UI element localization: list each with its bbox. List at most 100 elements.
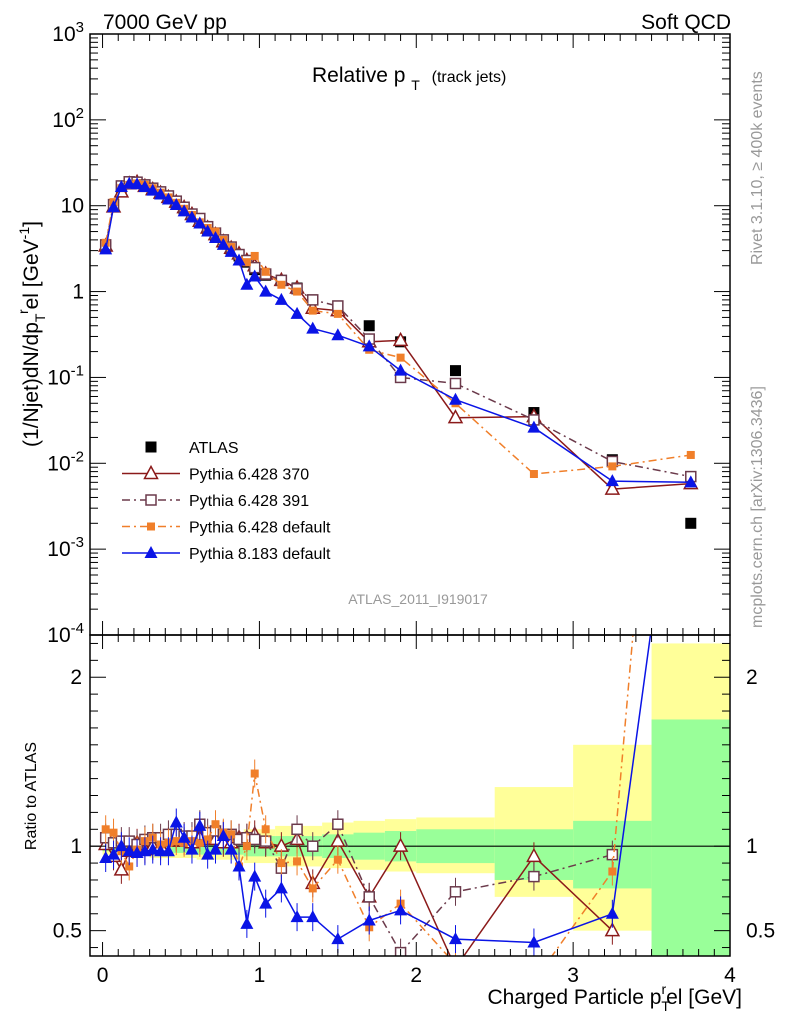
ratio-point-pythia-6-428-default [333,855,342,864]
mcplots-label: mcplots.cern.ch [arXiv:1306.3436] [749,386,766,628]
legend-marker-pythia-6-428-391 [145,494,157,506]
y-tick-label: 10-2 [47,448,84,475]
ratio-point-pythia-8-183-default [177,830,191,843]
data-point-pythia-8-183-default [154,187,168,200]
ratio-point-pythia-6-428-370 [526,847,542,863]
header-right-label: Soft QCD [641,11,731,34]
ratio-point-pythia-8-183-default [193,818,207,831]
legend: ATLAS Pythia 6.428 370 Pythia 6.428 391 Pyt… [122,440,331,563]
data-point-pythia-8-183-default [240,277,254,290]
data-point-pythia-8-183-default [161,192,175,205]
data-point-atlas [449,365,461,377]
data-point-pythia-6-428-default [277,280,286,289]
ratio-point-pythia-6-428-default [308,884,317,893]
series-line-pythia-8-183-default [104,183,691,484]
data-point-pythia-6-428-default [293,287,302,296]
legend-label: Pythia 6.428 391 [189,493,309,510]
ratio-point-pythia-6-428-391 [449,886,462,898]
x-tick-label: 3 [567,964,579,987]
data-point-pythia-8-183-default [232,253,246,266]
ratio-point-pythia-6-428-370 [449,961,462,973]
series-line-pythia-6-428-default [104,182,691,475]
x-tick-label: 2 [410,964,422,987]
data-point-pythia-8-183-default [107,200,121,213]
main-panel: 10-4 10-3 10-2 10-1 1 10 102 103 Relative p T (… [15,19,731,647]
data-point-pythia-8-183-default [394,363,408,376]
data-point-pythia-8-183-default [208,231,222,244]
y-tick-label: 10-3 [47,534,84,561]
ratio-point-pythia-8-183-default [114,839,128,852]
data-point-pythia-8-183-default [193,216,207,229]
analysis-annotation: ATLAS_2011_I919017 [348,591,488,607]
legend-label: ATLAS [189,440,239,457]
data-point-pythia-6-428-default [242,258,251,267]
ratio-point-pythia-6-428-default [227,830,236,839]
ratio-point-pythia-6-428-391 [291,823,303,836]
ratio-point-pythia-6-428-391 [248,833,261,846]
data-point-pythia-6-428-default [396,353,405,362]
header-left-label: 7000 GeV pp [103,11,227,34]
x-tick-label: 1 [254,964,266,987]
ratio-point-pythia-6-428-default [530,977,538,985]
ratio-point-pythia-6-428-default [293,857,302,866]
data-point-pythia-6-428-370 [392,331,409,347]
ratio-point-pythia-8-183-default [185,842,199,855]
ratio-point-pythia-8-183-default [684,332,697,344]
data-point-pythia-6-428-default [608,462,617,471]
ratio-point-pythia-8-183-default [99,851,113,864]
data-point-pythia-8-183-default [201,224,215,237]
main-y-axis-label: (1/Njet)dN/dpTrel [GeV-1] [15,221,48,447]
data-point-pythia-6-428-391 [332,300,344,312]
ratio-point-pythia-8-183-default [290,910,304,923]
ratio-point-pythia-6-428-370 [113,861,130,876]
data-point-pythia-8-183-default [130,177,144,190]
ratio-point-pythia-8-183-default [216,829,230,842]
x-axis-label: Charged Particle pTrel [GeV] [487,981,742,1014]
ratio-point-pythia-8-183-default [362,913,376,926]
plot-title-main: Relative p [312,64,405,87]
y-tick-label: 103 [52,19,84,46]
data-point-pythia-6-428-391 [449,377,462,390]
ratio-point-pythia-6-428-391 [306,840,319,852]
legend-label: Pythia 8.183 default [189,546,331,563]
ratio-y-axis-label: Ratio to ATLAS [23,742,40,850]
main-axes: 10-4 10-3 10-2 10-1 1 10 102 103 [47,19,731,647]
ratio-y-tick-label-left: 2 [70,666,82,689]
data-point-pythia-8-183-default [114,180,128,193]
ratio-point-pythia-8-183-default [240,916,254,929]
ratio-point-pythia-8-183-default [122,844,136,857]
ratio-point-pythia-6-428-default [261,825,270,834]
y-tick-label: 10-1 [47,362,84,389]
data-point-pythia-8-183-default [331,328,345,341]
data-point-pythia-6-428-default [261,267,270,276]
ratio-point-pythia-8-183-default [224,842,238,855]
ratio-y-tick-label-right: 2 [746,666,758,689]
plot-title-extra: (track jets) [432,69,507,86]
ratio-y-tick-label-right: 0.5 [746,920,775,943]
ratio-point-pythia-6-428-default [250,769,259,778]
ratio-point-pythia-6-428-default [109,828,118,837]
ratio-point-pythia-6-428-391 [528,870,540,883]
legend-marker-pythia-6-428-370 [143,464,159,480]
ratio-point-pythia-8-183-default [146,842,160,855]
legend-marker-pythia-6-428-default [147,522,155,531]
ratio-y-tick-label-right: 1 [746,835,758,858]
ratio-panel: 0.5 0.5 1 1 2 2 0 1 2 3 4 Ratio to ATLAS Charged P… [23,332,775,1014]
ratio-point-pythia-6-428-default [277,859,286,868]
ratio-series-group [90,332,730,985]
ratio-point-pythia-6-428-default [125,862,134,871]
main-plot-frame [89,33,731,636]
ratio-point-pythia-8-183-default [161,844,175,857]
y-tick-label: 102 [52,105,84,132]
legend-label: Pythia 6.428 default [189,520,331,537]
ratio-point-pythia-8-183-default [232,859,246,872]
ratio-point-pythia-8-183-default [201,847,215,860]
plot-title-subscript: T [411,77,420,93]
x-tick-label: 0 [97,964,109,987]
legend-marker-pythia-8-183-default [144,546,158,558]
ratio-point-pythia-6-428-default [242,842,251,851]
ratio-point-pythia-8-183-default [169,815,183,828]
data-point-pythia-8-183-default [224,244,238,257]
ratio-point-pythia-8-183-default [306,910,320,923]
